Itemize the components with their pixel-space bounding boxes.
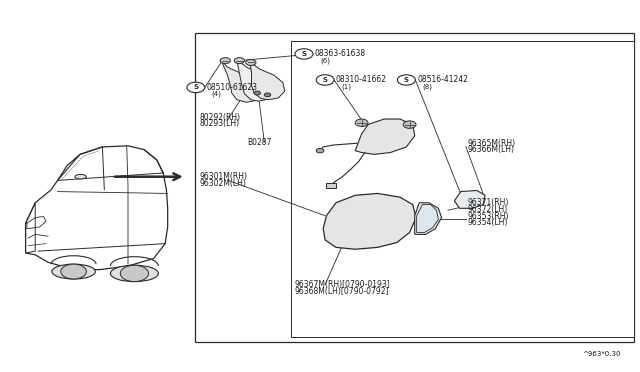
Text: 96366M(LH): 96366M(LH) (467, 145, 514, 154)
Text: 96354(LH): 96354(LH) (467, 218, 508, 227)
Circle shape (246, 60, 256, 65)
Text: S: S (193, 84, 198, 90)
Text: S: S (404, 77, 409, 83)
Text: 96353(RH): 96353(RH) (467, 212, 509, 221)
Circle shape (254, 91, 260, 95)
Circle shape (61, 264, 86, 279)
Text: ^963*0.30: ^963*0.30 (582, 351, 621, 357)
Circle shape (316, 75, 334, 85)
Text: 96301M(RH): 96301M(RH) (200, 172, 248, 181)
Circle shape (295, 49, 313, 59)
FancyBboxPatch shape (195, 33, 634, 342)
Text: 96302M(LH): 96302M(LH) (200, 179, 246, 188)
Text: 96365M(RH): 96365M(RH) (467, 139, 515, 148)
Polygon shape (415, 203, 442, 234)
Polygon shape (26, 146, 168, 270)
Text: 08363-61638: 08363-61638 (315, 49, 366, 58)
Ellipse shape (52, 264, 95, 279)
Text: B0287: B0287 (247, 138, 271, 147)
Polygon shape (323, 193, 416, 249)
Circle shape (234, 58, 244, 64)
Text: 80293(LH): 80293(LH) (200, 119, 240, 128)
Polygon shape (355, 119, 415, 154)
Text: 96371(RH): 96371(RH) (467, 198, 509, 207)
Text: 08310-41662: 08310-41662 (336, 76, 387, 84)
Polygon shape (326, 183, 336, 188)
Circle shape (355, 119, 368, 126)
Text: (1): (1) (341, 83, 351, 90)
Circle shape (264, 93, 271, 97)
Text: 08510-61623: 08510-61623 (207, 83, 258, 92)
Circle shape (397, 75, 415, 85)
Text: S: S (301, 51, 307, 57)
Text: 80292(RH): 80292(RH) (200, 113, 241, 122)
Text: 96367M(RH)[0790-0193]: 96367M(RH)[0790-0193] (294, 280, 390, 289)
Circle shape (120, 265, 148, 282)
Text: (8): (8) (422, 83, 433, 90)
Text: 08516-41242: 08516-41242 (417, 76, 468, 84)
Text: (4): (4) (212, 90, 221, 97)
Text: 96368M(LH)[0790-0792]: 96368M(LH)[0790-0792] (294, 287, 389, 296)
FancyBboxPatch shape (291, 41, 634, 337)
Circle shape (316, 148, 324, 153)
Circle shape (403, 121, 416, 128)
Text: 96372(LH): 96372(LH) (467, 205, 508, 214)
Polygon shape (417, 205, 438, 232)
Polygon shape (237, 60, 274, 101)
Text: S: S (323, 77, 328, 83)
Polygon shape (221, 60, 262, 102)
Text: (6): (6) (320, 57, 330, 64)
Polygon shape (250, 61, 285, 100)
Ellipse shape (75, 174, 86, 179)
Circle shape (220, 58, 230, 64)
Circle shape (187, 82, 205, 93)
Polygon shape (454, 190, 485, 208)
Ellipse shape (111, 265, 159, 282)
